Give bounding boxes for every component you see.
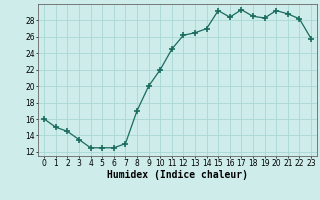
- X-axis label: Humidex (Indice chaleur): Humidex (Indice chaleur): [107, 170, 248, 180]
